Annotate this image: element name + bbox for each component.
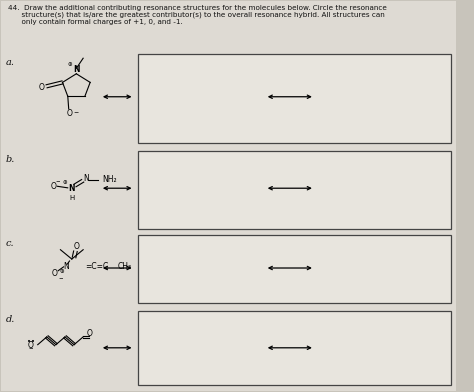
Text: ••: •• [27,339,35,345]
Text: NH₂: NH₂ [102,175,117,184]
Text: −: − [74,109,79,114]
Text: structure(s) that is/are the greatest contributor(s) to the overall resonance hy: structure(s) that is/are the greatest co… [8,11,385,18]
Text: =C=C: =C=C [85,261,109,270]
Bar [137,311,451,385]
Text: 44.  Draw the additional contributing resonance structures for the molecules bel: 44. Draw the additional contributing res… [8,4,387,11]
Text: O: O [73,242,79,251]
Bar [137,151,451,229]
FancyBboxPatch shape [1,2,456,390]
Text: −: − [56,178,61,183]
Bar [137,54,451,143]
Text: O: O [67,109,73,118]
Text: H: H [69,194,74,201]
Text: ⊕: ⊕ [59,269,64,274]
Text: CH₃: CH₃ [117,261,131,270]
Text: O: O [28,341,34,350]
Text: d.: d. [6,315,15,324]
Bar [137,235,451,303]
Text: O: O [39,83,45,93]
Text: −: − [58,275,63,280]
Text: O: O [51,182,56,191]
Text: b.: b. [6,155,15,164]
Text: N: N [73,65,80,74]
Text: N: N [69,184,75,193]
Text: a.: a. [6,58,15,67]
Text: ⊕: ⊕ [63,180,67,185]
Text: only contain formal charges of +1, 0, and -1.: only contain formal charges of +1, 0, an… [8,18,183,25]
Text: ⊕: ⊕ [68,62,72,67]
Text: N: N [83,174,89,183]
Text: O: O [87,329,93,338]
Text: c.: c. [6,239,15,248]
Text: −: − [28,345,33,350]
Text: O: O [52,269,57,278]
Text: N: N [64,261,69,270]
